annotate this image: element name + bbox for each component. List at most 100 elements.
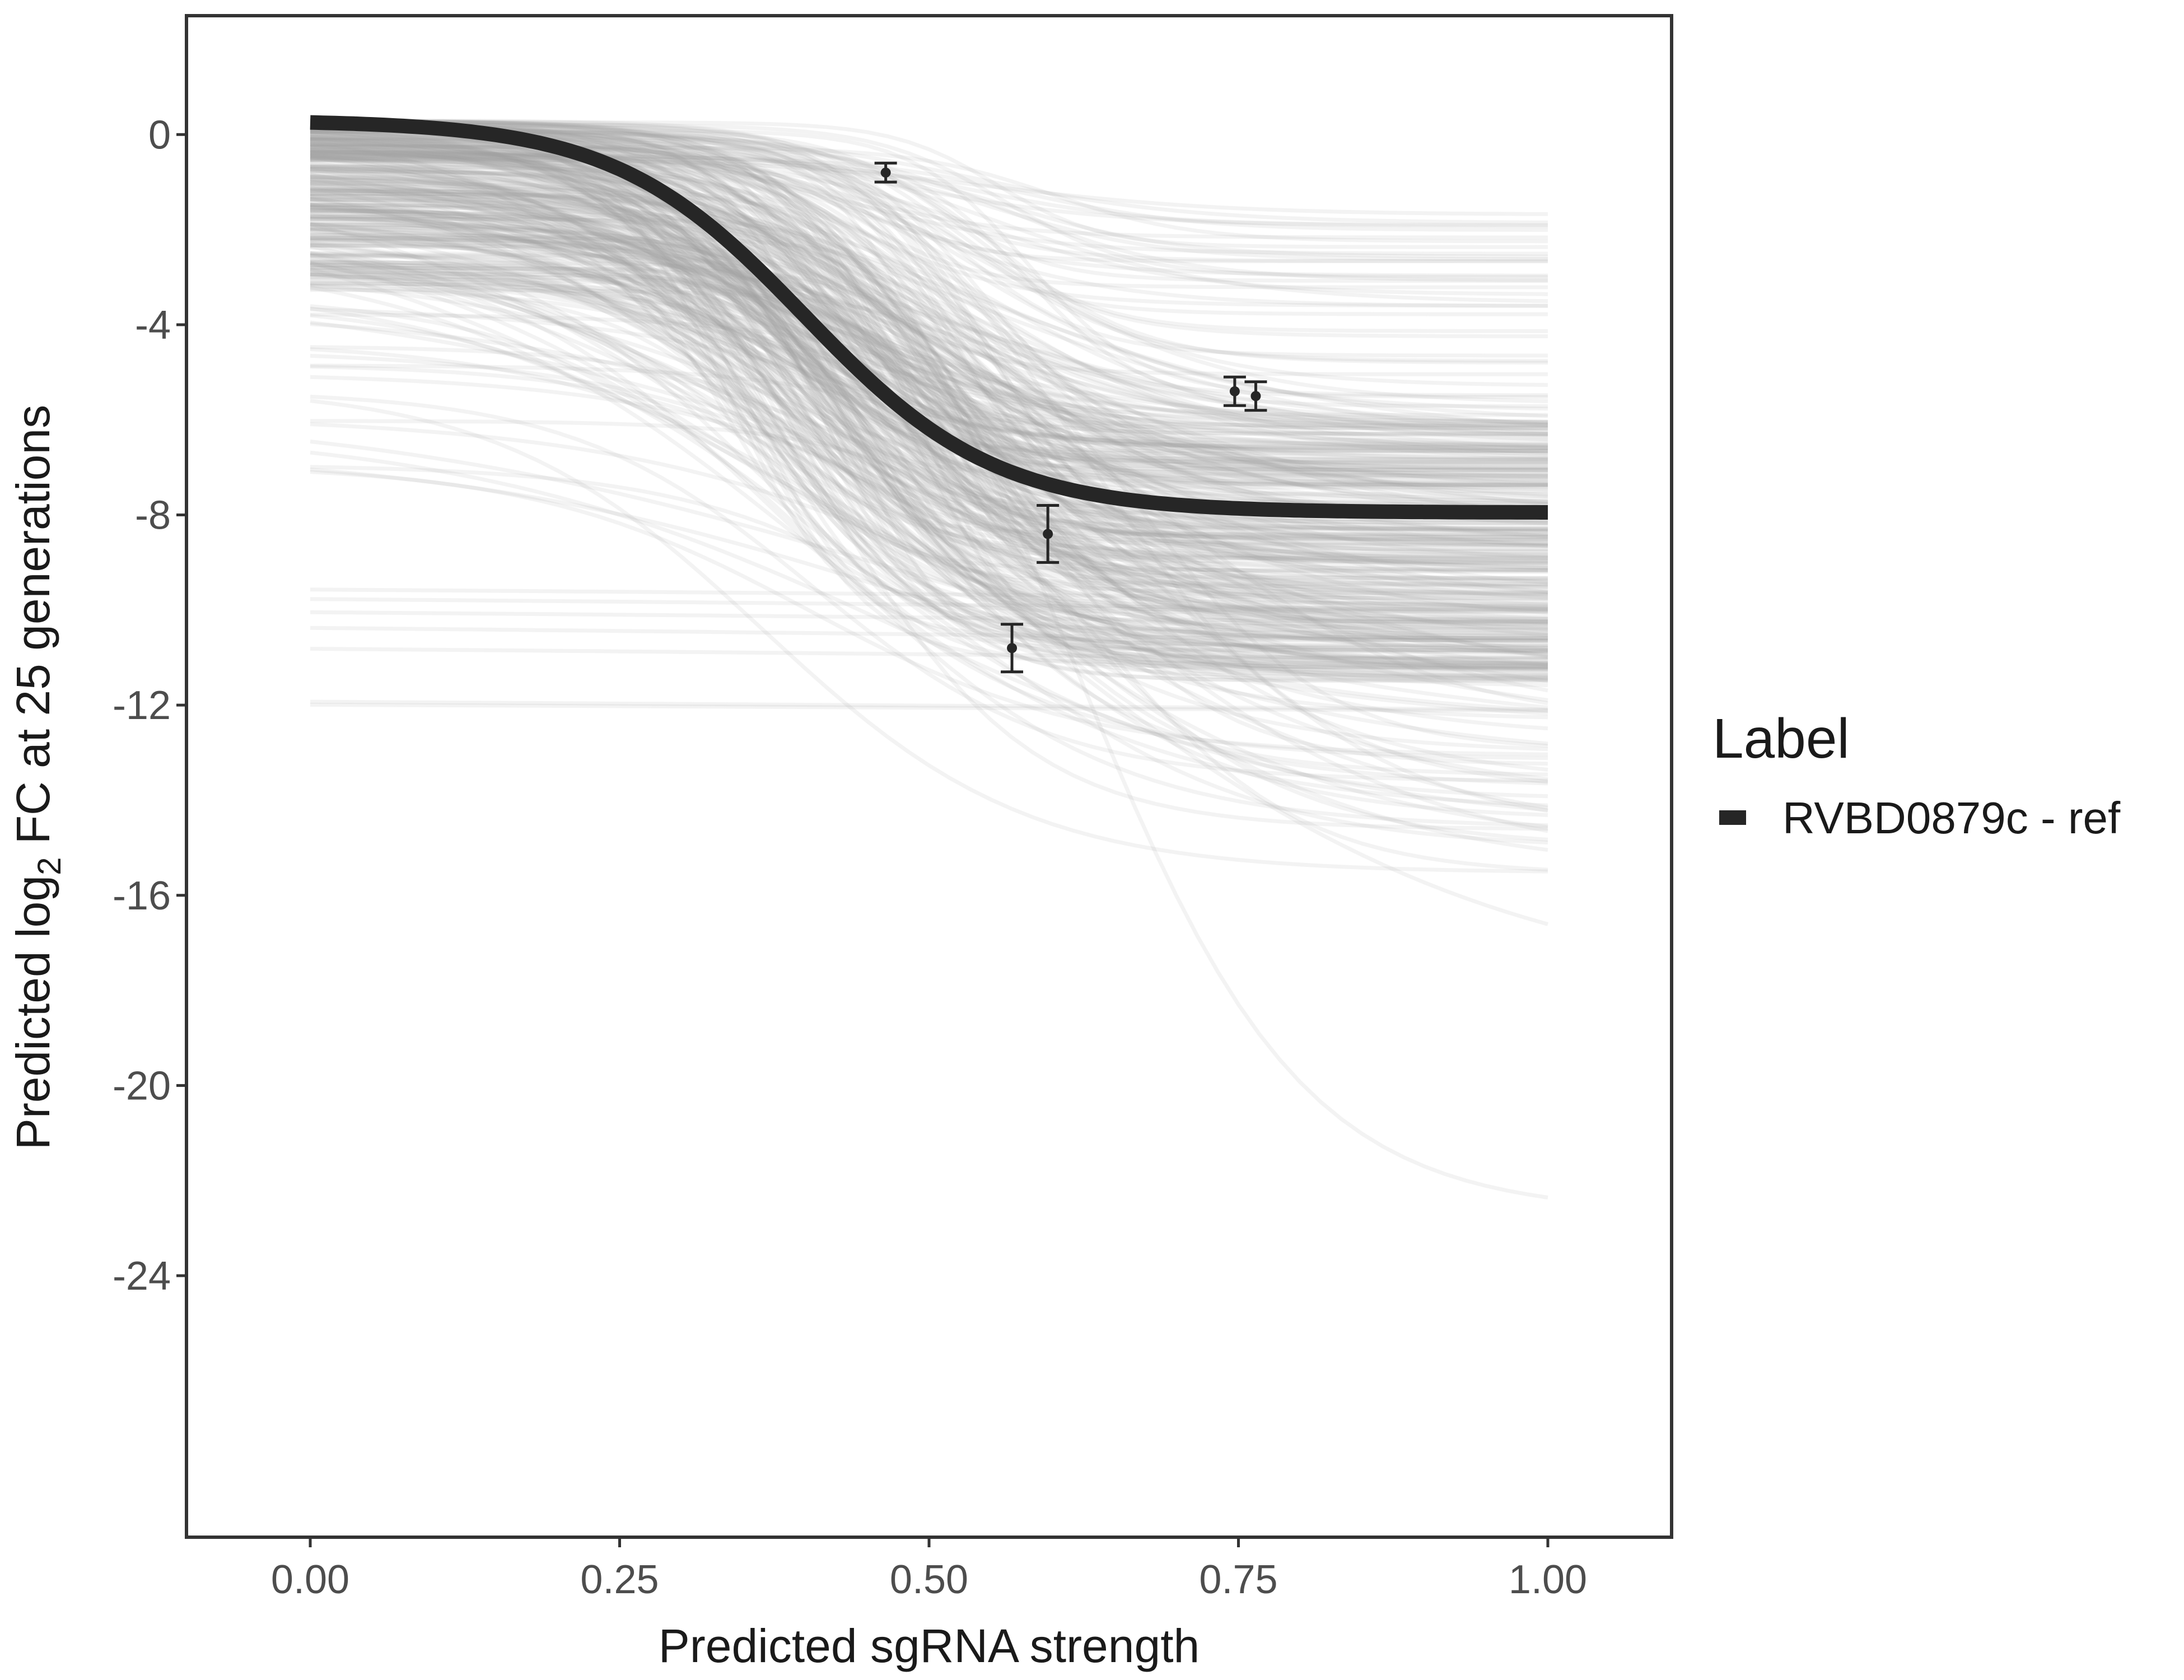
posterior-curve: [310, 214, 1548, 528]
posterior-curve: [310, 236, 1548, 581]
posterior-curve: [310, 194, 1548, 659]
x-tick-label: 0.50: [890, 1557, 968, 1602]
posterior-curve: [310, 119, 1548, 683]
posterior-curve: [310, 272, 1548, 447]
posterior-curve: [310, 270, 1548, 620]
posterior-curve: [310, 284, 1548, 671]
posterior-curve: [310, 243, 1548, 632]
posterior-curve: [310, 142, 1548, 648]
posterior-curve: [310, 222, 1548, 713]
posterior-curve: [310, 123, 1548, 338]
posterior-curve: [310, 153, 1548, 641]
y-tick-label: -20: [113, 1063, 171, 1108]
posterior-curve: [310, 144, 1548, 427]
posterior-curve: [310, 124, 1548, 641]
posterior-curve: [310, 610, 1548, 625]
posterior-curve: [310, 151, 1548, 437]
posterior-curve: [310, 170, 1548, 450]
posterior-curve: [310, 150, 1548, 403]
posterior-curve: [310, 148, 1548, 418]
y-axis-title-suffix: FC at 25 generations: [7, 405, 59, 857]
point-marker: [880, 167, 891, 178]
legend-label-ref: RVBD0879c - ref: [1782, 793, 2121, 843]
posterior-curve: [310, 147, 1548, 547]
posterior-curve: [310, 626, 1548, 643]
posterior-curve: [310, 244, 1548, 667]
posterior-curve: [310, 194, 1548, 599]
posterior-curve: [310, 184, 1548, 424]
posterior-curve: [310, 150, 1548, 554]
posterior-curve: [310, 148, 1548, 672]
posterior-curve: [310, 244, 1548, 606]
posterior-curve: [310, 158, 1548, 665]
posterior-curve: [310, 160, 1548, 499]
y-tick-label: -4: [135, 303, 171, 348]
y-axis-title-prefix: Predicted log: [7, 875, 59, 1150]
posterior-curve: [310, 228, 1548, 625]
posterior-curve: [310, 227, 1548, 531]
posterior-curve: [310, 419, 1548, 872]
posterior-curve: [310, 118, 1548, 479]
point-marker: [1043, 529, 1053, 539]
posterior-curve: [310, 180, 1548, 454]
posterior-curve: [310, 119, 1548, 493]
posterior-curve: [310, 151, 1548, 512]
posterior-curve: [310, 136, 1548, 657]
posterior-curve: [310, 123, 1548, 308]
posterior-curve: [310, 214, 1548, 647]
reference-curve: [309, 115, 1549, 520]
posterior-curve: [310, 181, 1548, 524]
posterior-curve: [310, 122, 1548, 304]
posterior-curve: [310, 119, 1548, 583]
posterior-curve: [310, 322, 1548, 683]
observed-point: [1001, 623, 1024, 674]
legend-key-ref: [1719, 810, 1746, 825]
posterior-curve: [310, 173, 1548, 548]
y-axis-title: Predicted log2 FC at 25 generations: [7, 405, 68, 1150]
posterior-curve: [310, 227, 1548, 624]
posterior-curve: [310, 287, 1548, 627]
posterior-curve: [310, 148, 1548, 475]
posterior-curve: [310, 217, 1548, 537]
posterior-curve: [310, 278, 1548, 447]
posterior-curve: [310, 264, 1548, 680]
posterior-curve: [310, 253, 1548, 431]
posterior-curve: [310, 272, 1548, 561]
posterior-curve: [310, 199, 1548, 473]
posterior-curve: [310, 120, 1548, 249]
posterior-curve: [310, 154, 1548, 660]
posterior-curve: [310, 263, 1548, 532]
posterior-curve: [310, 209, 1548, 586]
y-tick-label: -12: [113, 683, 171, 728]
posterior-curve: [310, 155, 1548, 482]
posterior-curve: [310, 184, 1548, 594]
posterior-curve: [310, 153, 1548, 259]
posterior-curve: [310, 207, 1548, 833]
posterior-curve: [310, 450, 1548, 812]
posterior-curve: [310, 141, 1548, 650]
posterior-curve: [310, 256, 1548, 572]
posterior-curve: [310, 251, 1548, 926]
posterior-curve: [310, 353, 1548, 731]
posterior-curve: [310, 197, 1548, 563]
posterior-curve: [310, 169, 1548, 612]
posterior-curve: [310, 241, 1548, 852]
y-tick-label: -16: [113, 874, 171, 918]
posterior-curve: [310, 186, 1548, 666]
posterior-curve: [310, 139, 1548, 666]
posterior-curve: [310, 241, 1548, 597]
posterior-curve: [310, 206, 1548, 628]
posterior-curve: [310, 123, 1548, 466]
posterior-curve: [310, 167, 1548, 665]
legend: Label RVBD0879c - ref: [1712, 707, 2121, 843]
posterior-curve: [310, 147, 1548, 598]
posterior-curve: [310, 232, 1548, 679]
posterior-curve: [310, 146, 1548, 557]
posterior-curve: [310, 237, 1548, 580]
posterior-curve: [310, 152, 1548, 442]
posterior-curve: [310, 192, 1548, 622]
posterior-curve: [310, 244, 1548, 460]
posterior-curve: [310, 178, 1548, 460]
posterior-curve: [310, 239, 1548, 639]
y-axis-title-subscript: 2: [31, 857, 68, 875]
